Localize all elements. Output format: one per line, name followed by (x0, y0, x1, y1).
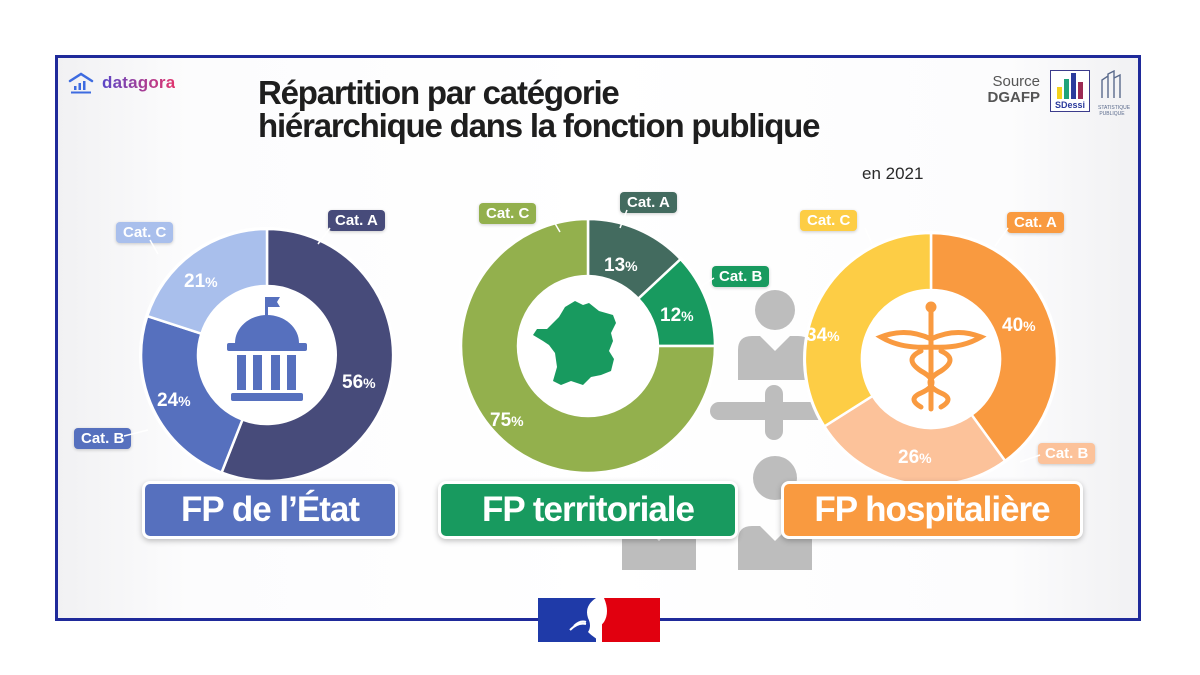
house-chart-icon (68, 72, 94, 94)
source-block: Source DGAFP (968, 73, 1041, 106)
datagora-logo: datagora (68, 72, 175, 94)
label-etat-cat-c: Cat. C (116, 222, 174, 243)
label-territoriale-cat-a: Cat. A (620, 192, 677, 213)
label-etat-cat-b: Cat. B (74, 428, 132, 449)
pct-etat-c: 21% (184, 271, 218, 292)
title-line-1: Répartition par catégorie (258, 74, 620, 111)
pct-hospitaliere-b: 26% (898, 447, 932, 468)
source-name: DGAFP (987, 89, 1041, 106)
label-hospitaliere-cat-a: Cat. A (1007, 212, 1064, 233)
pct-territoriale-a: 13% (604, 255, 638, 276)
sdessi-logo: SDessi (1050, 70, 1090, 112)
pct-territoriale-c: 75% (490, 410, 524, 431)
banner-fp-territoriale: FP territoriale (438, 481, 738, 539)
label-etat-cat-a: Cat. A (328, 210, 385, 231)
france-map-icon (533, 301, 616, 385)
donut-chart-hospitaliere (801, 229, 1061, 489)
banner-fp-etat: FP de l’État (142, 481, 398, 539)
pct-etat-b: 24% (157, 390, 191, 411)
caduceus-icon (875, 301, 987, 412)
pct-etat-a: 56% (342, 372, 376, 393)
logo-text: datagora (102, 73, 176, 92)
donut-chart-territoriale (457, 215, 719, 477)
marianne-logo (538, 598, 660, 642)
source-label: Source (992, 73, 1040, 90)
pct-hospitaliere-a: 40% (1002, 315, 1036, 336)
statistique-publique-logo: STATISTIQUE PUBLIQUE (1098, 69, 1130, 117)
label-hospitaliere-cat-b: Cat. B (1038, 443, 1096, 464)
sdessi-text: SDessi (1054, 100, 1086, 110)
label-territoriale-cat-b: Cat. B (712, 266, 770, 287)
label-hospitaliere-cat-c: Cat. C (800, 210, 858, 231)
pct-hospitaliere-c: 34% (806, 325, 840, 346)
pct-territoriale-b: 12% (660, 305, 694, 326)
buildings-icon (1101, 69, 1121, 98)
subtitle-year: en 2021 (862, 164, 924, 183)
banner-fp-hospitaliere: FP hospitalière (781, 481, 1083, 539)
page-title: Répartition par catégorie hiérarchique d… (258, 74, 820, 144)
republique-francaise-icon (538, 598, 660, 642)
label-territoriale-cat-c: Cat. C (479, 203, 537, 224)
donut-chart-etat (137, 225, 397, 485)
title-line-2: hiérarchique dans la fonction publique (258, 107, 820, 144)
stat-text: STATISTIQUE PUBLIQUE (1098, 105, 1131, 117)
bar-chart-icon (1057, 73, 1083, 99)
government-building-icon (227, 297, 307, 401)
